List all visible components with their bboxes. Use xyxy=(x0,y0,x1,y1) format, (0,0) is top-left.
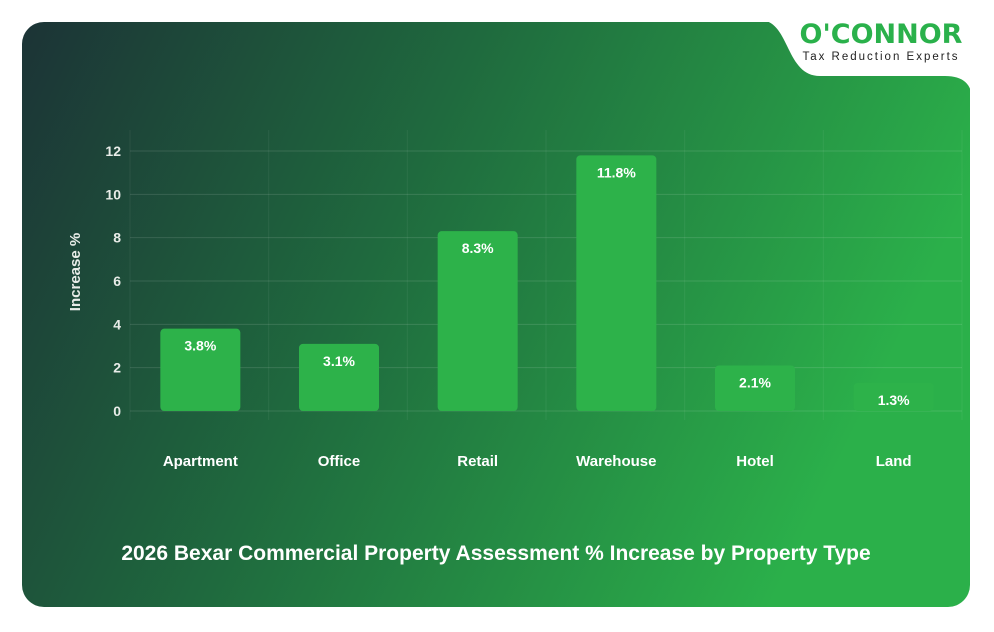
bar-apartment xyxy=(160,328,241,411)
bar-office xyxy=(299,343,379,411)
x-tick-label: Warehouse xyxy=(576,453,656,470)
logo-notch xyxy=(760,20,975,100)
data-label: 1.3% xyxy=(878,392,910,408)
y-tick-label: 10 xyxy=(105,186,121,202)
data-label: 3.1% xyxy=(323,353,355,369)
bar-warehouse xyxy=(576,155,657,411)
data-label: 11.8% xyxy=(597,164,636,180)
chart-title: 2026 Bexar Commercial Property Assessmen… xyxy=(121,542,871,565)
data-label: 3.8% xyxy=(184,338,216,354)
y-tick-label: 0 xyxy=(113,403,121,419)
y-axis-label: Increase % xyxy=(67,233,84,311)
x-tick-label: Land xyxy=(876,453,912,470)
y-tick-label: 12 xyxy=(105,143,121,159)
y-tick-label: 2 xyxy=(113,360,121,376)
bar-hotel xyxy=(715,365,795,411)
y-tick-label: 8 xyxy=(113,230,121,246)
y-tick-label: 4 xyxy=(113,316,121,332)
x-tick-label: Apartment xyxy=(163,453,238,470)
bar-retail xyxy=(437,231,518,411)
oconnor-logo: O'CONNOR Tax Reduction Experts xyxy=(786,20,976,64)
x-tick-label: Retail xyxy=(457,453,498,470)
logo-name: O'CONNOR xyxy=(799,19,963,50)
x-tick-label: Hotel xyxy=(736,453,774,470)
x-tick-label: Office xyxy=(318,453,361,470)
y-tick-label: 6 xyxy=(113,273,121,289)
data-label: 2.1% xyxy=(739,375,771,391)
bar-land xyxy=(853,382,934,411)
logo-tagline: Tax Reduction Experts xyxy=(802,51,960,63)
data-label: 8.3% xyxy=(462,240,494,256)
